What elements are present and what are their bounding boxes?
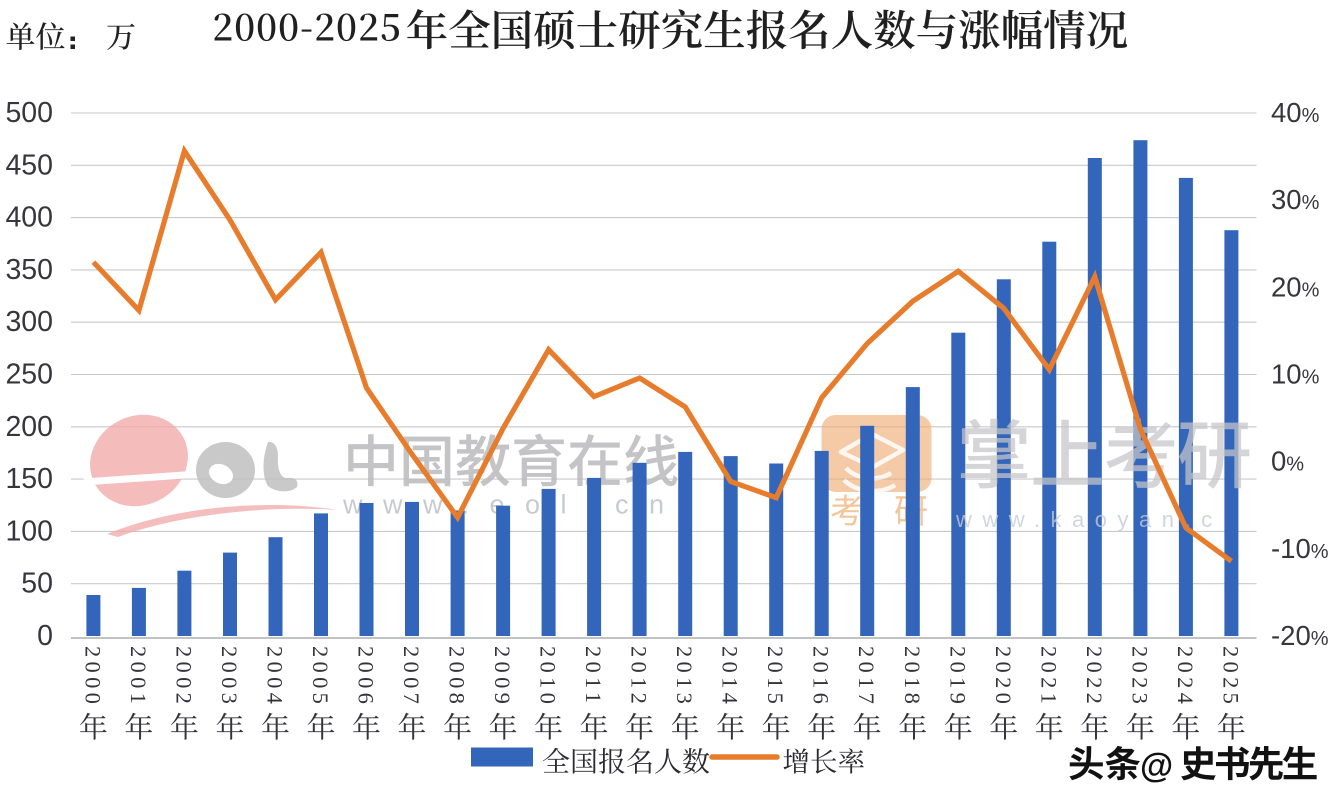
svg-text:2015: 2015 [763, 646, 788, 708]
svg-text:2012: 2012 [627, 646, 652, 708]
svg-text:2002: 2002 [171, 646, 196, 708]
svg-text:200: 200 [5, 411, 53, 443]
svg-text:2011: 2011 [581, 646, 606, 707]
svg-text:2005: 2005 [308, 646, 333, 708]
svg-text:2018: 2018 [900, 646, 925, 708]
svg-text:2023: 2023 [1127, 646, 1152, 708]
svg-text:150: 150 [5, 463, 53, 495]
svg-text:400: 400 [5, 202, 53, 234]
svg-text:2025: 2025 [1218, 646, 1243, 708]
svg-text:450: 450 [5, 149, 53, 181]
svg-text:2003: 2003 [217, 646, 242, 708]
svg-text:50: 50 [21, 568, 53, 600]
svg-text:2006: 2006 [354, 646, 379, 708]
svg-text:2021: 2021 [1036, 646, 1061, 708]
svg-text:250: 250 [5, 359, 53, 391]
svg-text:2013: 2013 [672, 646, 697, 708]
svg-text:@: @ [1140, 747, 1173, 785]
svg-text:100: 100 [5, 515, 53, 547]
svg-text:2008: 2008 [445, 646, 470, 708]
svg-text:2019: 2019 [945, 646, 970, 708]
svg-text:2009: 2009 [490, 646, 515, 708]
svg-text:300: 300 [5, 306, 53, 338]
svg-text:2001: 2001 [126, 646, 151, 708]
svg-text:500: 500 [5, 97, 53, 129]
svg-text:2010: 2010 [536, 646, 561, 708]
svg-text:350: 350 [5, 254, 53, 286]
svg-text:2014: 2014 [718, 646, 743, 708]
svg-text:2024: 2024 [1173, 646, 1198, 708]
svg-text:0: 0 [37, 620, 53, 652]
svg-text:2004: 2004 [263, 646, 288, 708]
svg-text:2007: 2007 [399, 646, 424, 708]
svg-text:2016: 2016 [809, 646, 834, 708]
svg-text:2000: 2000 [80, 646, 105, 708]
svg-text:2020: 2020 [991, 646, 1016, 708]
svg-text:www.kaoyan.c: www.kaoyan.c [955, 507, 1223, 532]
svg-text:2022: 2022 [1082, 646, 1107, 708]
svg-text:2017: 2017 [854, 646, 879, 708]
